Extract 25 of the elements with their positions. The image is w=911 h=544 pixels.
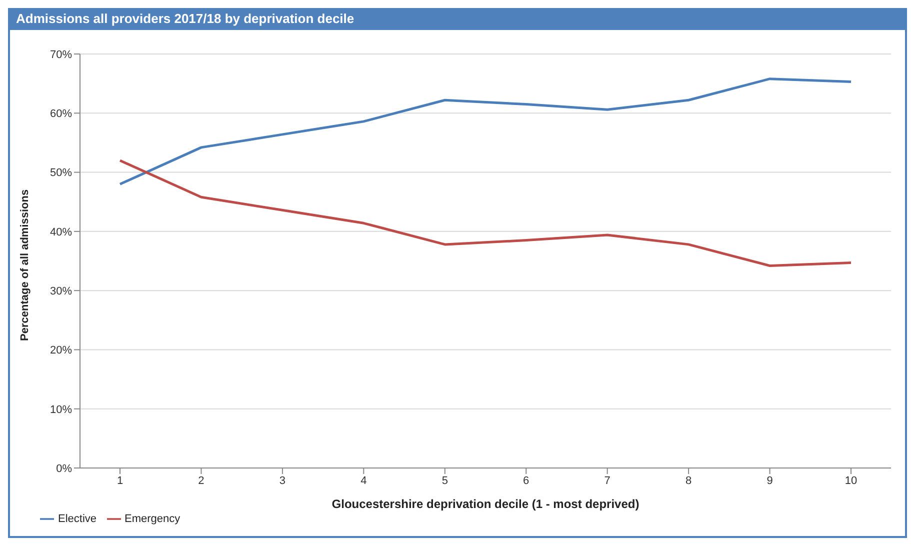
x-tick-label: 5 [442,474,448,487]
line-series [118,78,852,186]
x-axis-title: Gloucestershire deprivation decile (1 - most deprived) [332,497,640,511]
y-tick-label: 0% [56,462,72,475]
line-series [118,159,852,267]
y-tick-label: 50% [50,167,72,180]
x-tick-label: 2 [198,474,204,487]
y-tick-label: 20% [50,344,72,357]
x-tick-label: 7 [604,474,610,487]
legend-label: Elective [58,512,97,525]
x-tick-label: 9 [766,474,773,487]
y-axis-title: Percentage of all admissions [18,189,31,341]
y-tick-label: 10% [50,404,72,416]
y-tick-label: 40% [50,226,72,238]
chart-title: Admissions all providers 2017/18 by deprivation decile [10,8,905,30]
x-tick-label: 8 [685,474,692,487]
y-tick-label: 60% [50,108,72,120]
x-tick-label: 4 [360,474,367,487]
x-tick-label: 3 [279,474,286,487]
y-tick-label: 70% [50,48,72,61]
legend-label: Emergency [124,512,180,525]
x-tick-label: 1 [116,474,124,487]
y-tick-label: 30% [50,285,72,298]
x-tick-label: 10 [844,474,858,487]
x-tick-label: 6 [523,474,530,487]
